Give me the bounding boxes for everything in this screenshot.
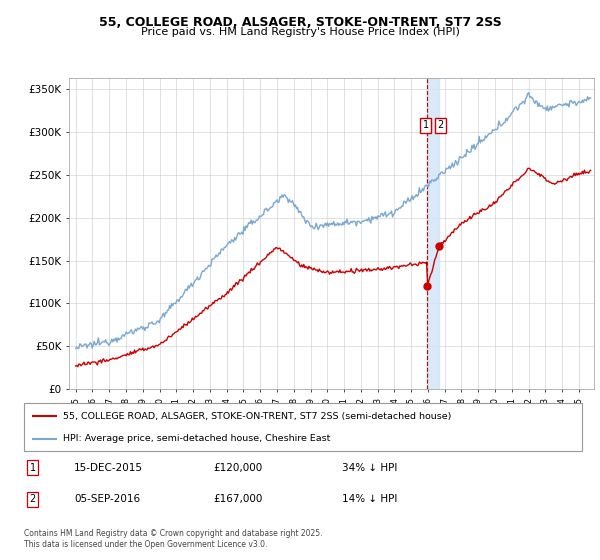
Text: 14% ↓ HPI: 14% ↓ HPI	[342, 494, 397, 504]
Text: HPI: Average price, semi-detached house, Cheshire East: HPI: Average price, semi-detached house,…	[63, 435, 331, 444]
Text: 1: 1	[29, 463, 36, 473]
Text: 05-SEP-2016: 05-SEP-2016	[74, 494, 140, 504]
Bar	[427, 78, 439, 389]
Text: £120,000: £120,000	[214, 463, 263, 473]
Text: 55, COLLEGE ROAD, ALSAGER, STOKE-ON-TRENT, ST7 2SS: 55, COLLEGE ROAD, ALSAGER, STOKE-ON-TREN…	[98, 16, 502, 29]
Text: £167,000: £167,000	[214, 494, 263, 504]
Text: 34% ↓ HPI: 34% ↓ HPI	[342, 463, 397, 473]
FancyBboxPatch shape	[24, 403, 582, 451]
Text: 15-DEC-2015: 15-DEC-2015	[74, 463, 143, 473]
Text: 55, COLLEGE ROAD, ALSAGER, STOKE-ON-TRENT, ST7 2SS (semi-detached house): 55, COLLEGE ROAD, ALSAGER, STOKE-ON-TREN…	[63, 412, 451, 421]
Text: 1: 1	[423, 120, 429, 130]
Text: 2: 2	[29, 494, 36, 504]
Text: 2: 2	[437, 120, 443, 130]
Text: Price paid vs. HM Land Registry's House Price Index (HPI): Price paid vs. HM Land Registry's House …	[140, 27, 460, 37]
Text: Contains HM Land Registry data © Crown copyright and database right 2025.
This d: Contains HM Land Registry data © Crown c…	[24, 529, 323, 549]
